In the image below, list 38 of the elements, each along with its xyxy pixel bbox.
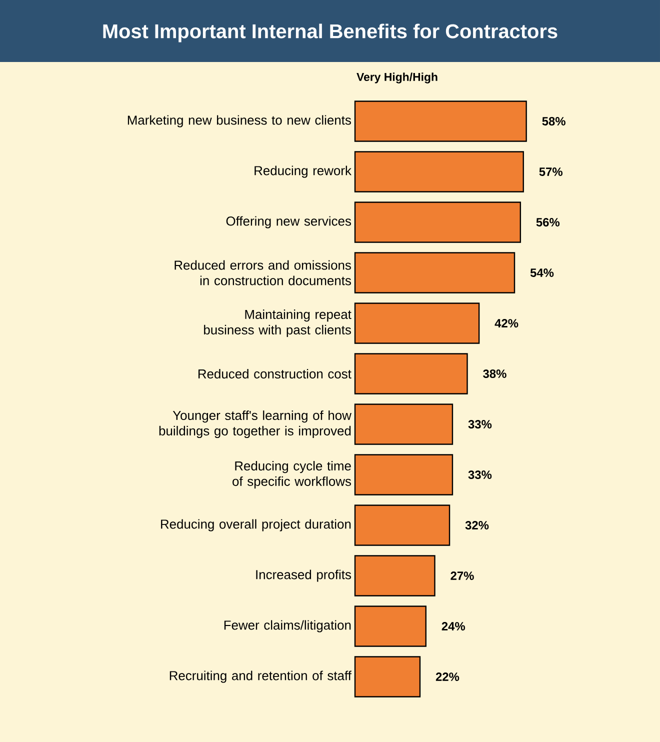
y-tick-label: Recruiting and retention of staff <box>170 670 352 683</box>
chart-subtitle: Very High/High <box>356 72 438 84</box>
bar <box>354 504 450 546</box>
data-label: 33% <box>468 420 492 428</box>
y-tick-label: Fewer claims/litigation <box>224 620 351 632</box>
data-label: 22% <box>436 672 460 681</box>
y-tick-label: Reducing rework <box>254 166 352 178</box>
bar <box>354 656 421 698</box>
y-tick-label: Reducing overall project duration <box>161 519 351 532</box>
y-tick-label: Maintaining repeat business with past clients <box>204 309 352 338</box>
bar <box>354 302 480 344</box>
data-label: 54% <box>530 268 554 277</box>
data-label: 27% <box>450 572 474 580</box>
bar <box>354 252 516 294</box>
data-label: 33% <box>468 470 492 479</box>
y-tick-label: Increased profits <box>256 570 351 582</box>
data-label: 38% <box>483 370 506 378</box>
data-label: 56% <box>536 218 560 226</box>
y-tick-label: Reducing cycle time of specific workflows <box>232 460 351 489</box>
y-tick-label: Offering new services <box>226 216 351 228</box>
bar <box>354 404 454 445</box>
y-tick-label: Reduced errors and omissions in construction documents <box>174 260 351 286</box>
data-label: 58% <box>542 117 566 126</box>
data-label: 57% <box>539 168 562 176</box>
bar <box>354 606 426 647</box>
y-tick-label: Reduced construction cost <box>198 368 352 379</box>
bar <box>354 555 436 596</box>
bar <box>354 454 454 496</box>
bar <box>354 151 524 192</box>
bar <box>354 202 522 243</box>
bar <box>354 100 527 142</box>
chart-title: Most Important Internal Benefits for Contractors <box>103 24 558 42</box>
y-tick-label: Younger staff's learning of how buildings go together is improved <box>159 410 352 438</box>
data-label: 42% <box>494 319 518 328</box>
data-label: 32% <box>465 521 489 530</box>
y-tick-label: Marketing new business to new clients <box>128 115 351 128</box>
data-label: 24% <box>442 622 466 630</box>
bar <box>354 353 468 394</box>
